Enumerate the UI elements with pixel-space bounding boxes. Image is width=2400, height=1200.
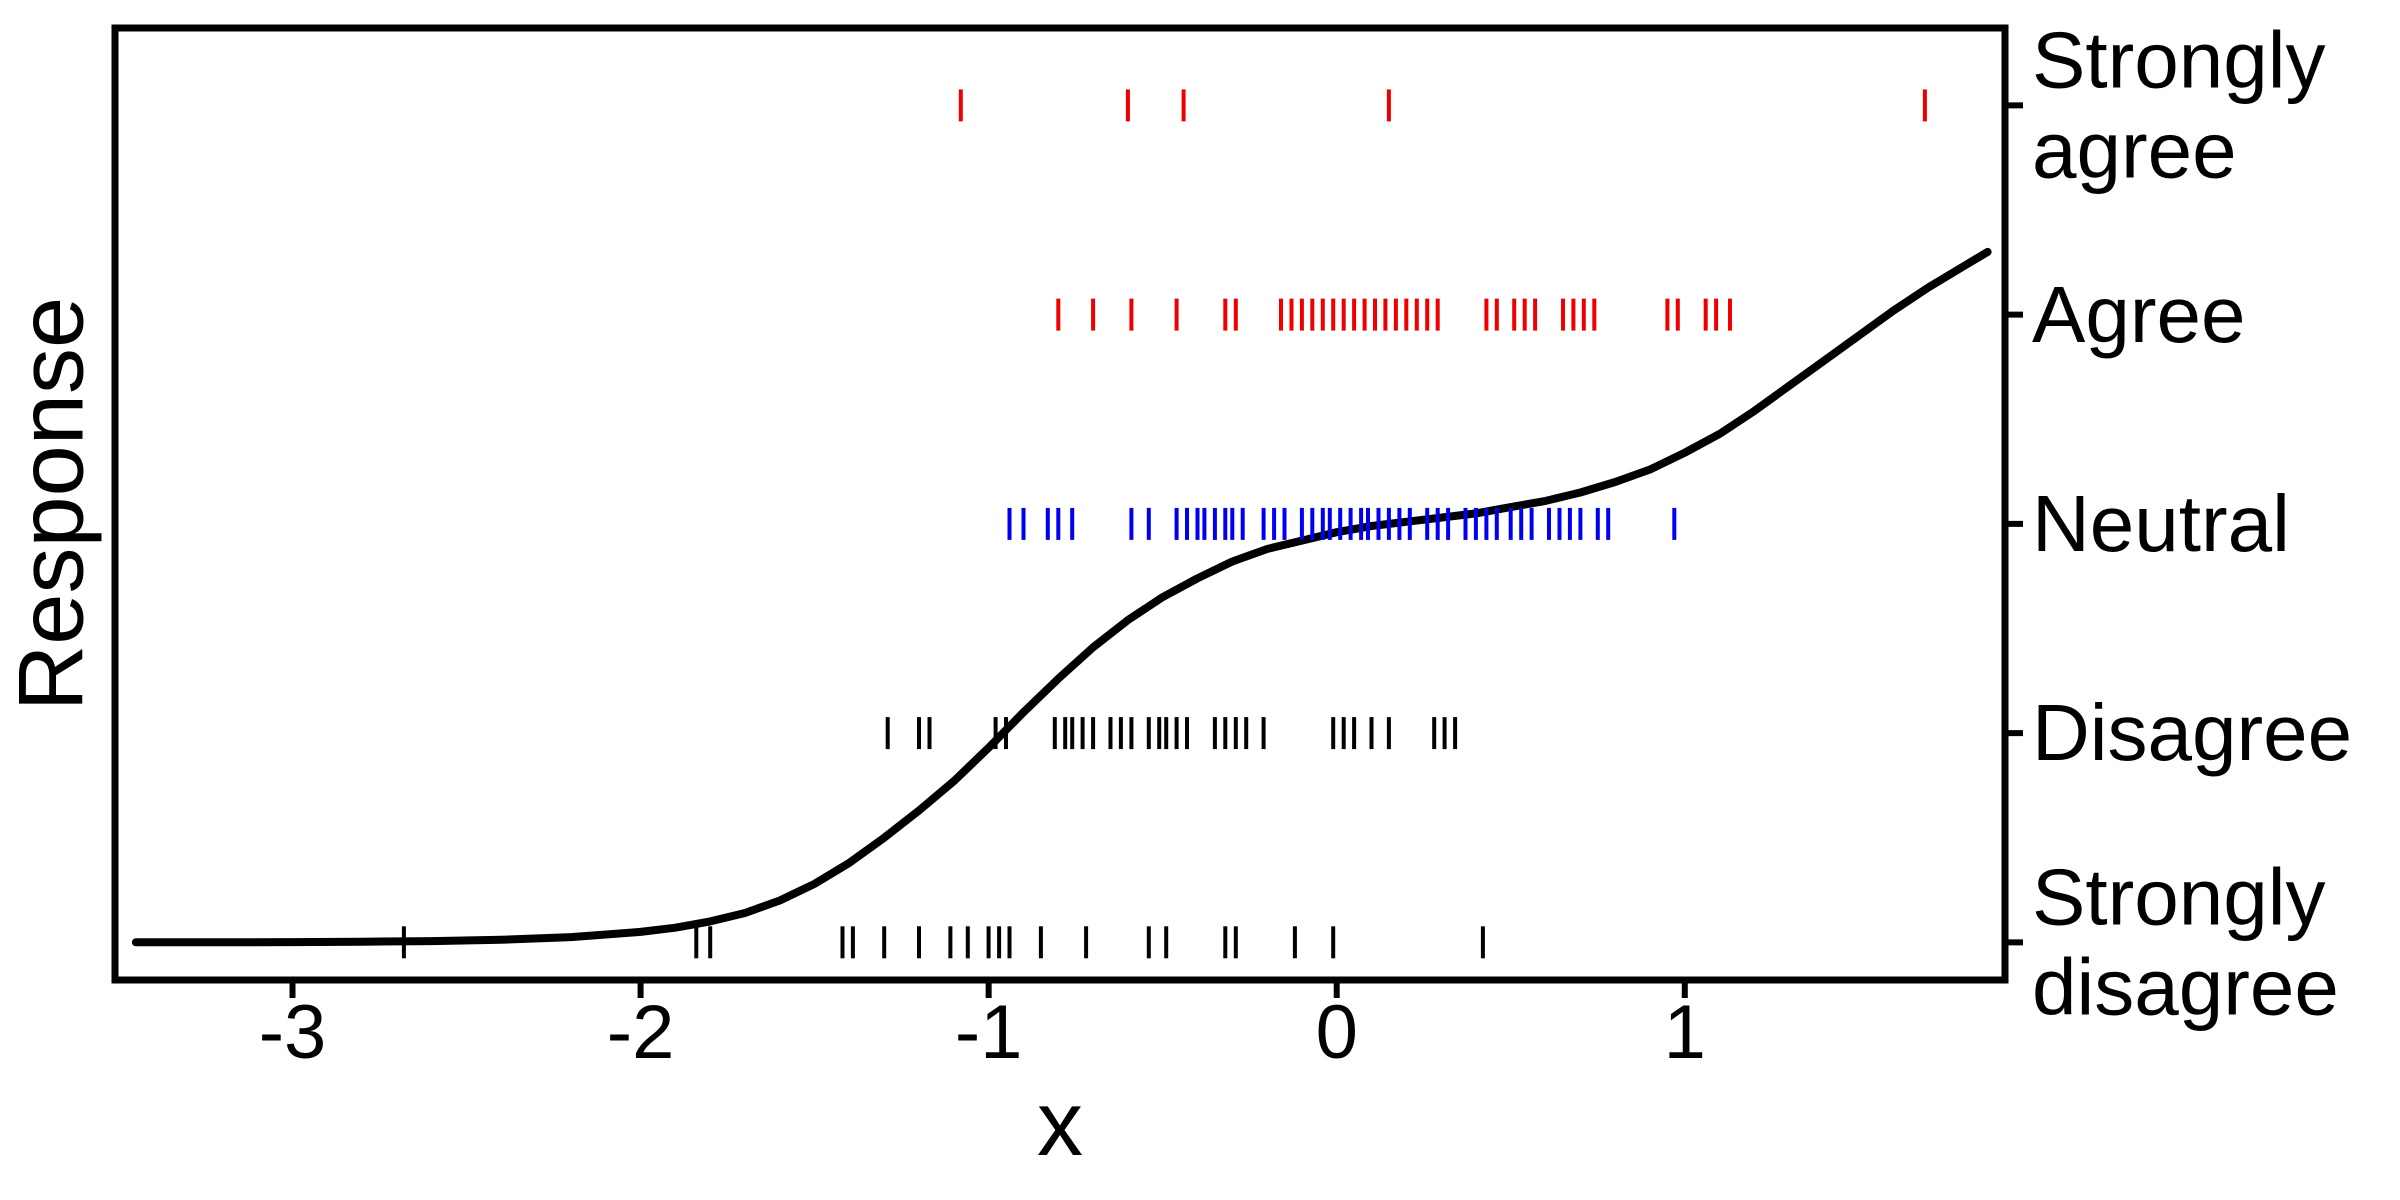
x-tick-label-3: 0 — [1316, 990, 1358, 1075]
x-axis-label: x — [1037, 1073, 1083, 1175]
category-label-strongly-disagree: Strongly disagree — [2032, 852, 2339, 1032]
x-tick-label-2: -1 — [955, 990, 1023, 1075]
category-label-agree: Agree — [2032, 269, 2246, 359]
y-axis-label: Response — [0, 296, 103, 712]
category-label-neutral: Neutral — [2032, 479, 2290, 569]
category-label-strongly-agree: Strongly agree — [2032, 15, 2326, 195]
category-label-disagree: Disagree — [2032, 688, 2353, 778]
x-tick-label-0: -3 — [259, 990, 327, 1075]
x-tick-label-1: -2 — [607, 990, 675, 1075]
plot-border — [111, 24, 2009, 984]
x-tick-label-4: 1 — [1664, 990, 1706, 1075]
fitted-curve — [131, 247, 1992, 947]
